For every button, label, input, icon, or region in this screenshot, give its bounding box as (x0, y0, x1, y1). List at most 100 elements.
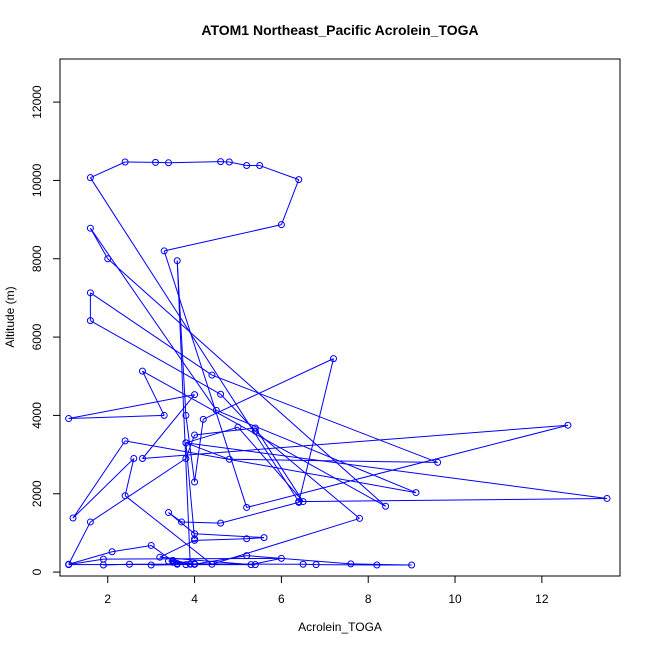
data-point (295, 176, 303, 184)
data-point (251, 424, 259, 432)
data-point (434, 458, 442, 466)
data-point (165, 509, 173, 517)
data-point (225, 158, 233, 166)
series-segment (168, 161, 221, 164)
data-point (603, 494, 611, 502)
data-point (186, 560, 194, 568)
series-segment (350, 563, 412, 566)
data-point (251, 561, 259, 569)
data-point (243, 162, 251, 170)
series-segment (168, 512, 182, 523)
y-tick-label: 10000 (30, 163, 44, 197)
series-segment (72, 440, 126, 519)
data-point (191, 391, 199, 399)
series-segment (211, 374, 438, 463)
series-segment (255, 430, 360, 519)
series-segment (185, 442, 608, 499)
y-tick-label: 2000 (30, 480, 44, 507)
data-point (247, 561, 255, 569)
series-segment (103, 557, 282, 560)
series-segment (68, 394, 195, 420)
data-point (65, 560, 73, 568)
series-segment (250, 557, 282, 566)
data-point (182, 411, 190, 419)
data-point (182, 561, 190, 569)
series-segment (216, 409, 417, 494)
x-tick-label: 6 (278, 592, 285, 606)
data-point (356, 514, 364, 522)
data-point (212, 406, 220, 414)
x-tick-label: 8 (365, 592, 372, 606)
series-segment (142, 424, 568, 459)
series-segment (203, 358, 334, 420)
data-point (108, 548, 116, 556)
data-point (86, 174, 94, 182)
data-point (412, 489, 420, 497)
series-segment (194, 533, 265, 539)
x-tick-label: 2 (104, 592, 111, 606)
series-segment (229, 458, 438, 463)
data-point (121, 158, 129, 166)
data-point (121, 437, 129, 445)
data-point (182, 455, 190, 462)
series-lines (68, 161, 608, 566)
series-segment (185, 426, 239, 444)
data-point (277, 221, 285, 229)
data-point (86, 289, 94, 297)
series-segment (237, 426, 304, 502)
series-segment (68, 414, 165, 420)
series-segment (90, 161, 126, 179)
data-point (217, 519, 225, 527)
data-point (243, 535, 251, 543)
data-point (86, 317, 94, 325)
data-point (191, 431, 199, 439)
data-point (234, 423, 242, 431)
series-segment (164, 224, 282, 252)
series-segment (194, 555, 247, 565)
data-point (347, 560, 355, 568)
y-tick-label: 4000 (30, 402, 44, 429)
series-segment (246, 424, 569, 508)
series-segment (142, 394, 195, 459)
series-segment (185, 442, 230, 460)
data-point (217, 158, 225, 166)
series-segment (68, 521, 91, 565)
data-point (329, 355, 337, 363)
series-segment (176, 260, 191, 564)
series-segment (254, 427, 304, 502)
data-point (299, 498, 307, 506)
y-tick-label: 0 (30, 568, 44, 575)
y-tick-label: 12000 (30, 85, 44, 119)
data-point (251, 427, 259, 435)
y-tick-label: 8000 (30, 245, 44, 272)
series-segment (72, 458, 135, 519)
series-segment (280, 179, 300, 225)
data-point (191, 478, 199, 486)
data-point (225, 455, 233, 463)
series-segment (246, 555, 351, 565)
series-segment (90, 292, 213, 376)
series-segment (107, 258, 386, 507)
series-segment (220, 501, 299, 524)
series-segment (163, 250, 248, 508)
series-segment (194, 538, 247, 541)
series-points (65, 158, 611, 569)
data-point (160, 247, 168, 255)
data-point (373, 561, 381, 569)
data-point (199, 415, 207, 423)
data-point (564, 421, 572, 429)
series-segment (89, 177, 300, 502)
series-segment (142, 370, 165, 416)
series-segment (124, 495, 213, 565)
series-segment (124, 458, 135, 496)
data-point (138, 455, 146, 462)
data-point (165, 159, 173, 167)
x-tick-label: 4 (191, 592, 198, 606)
series-segment (142, 370, 386, 507)
data-point (69, 514, 77, 522)
data-point (191, 560, 199, 568)
data-point (152, 158, 160, 166)
data-point (191, 535, 199, 543)
series-segment (159, 539, 195, 558)
